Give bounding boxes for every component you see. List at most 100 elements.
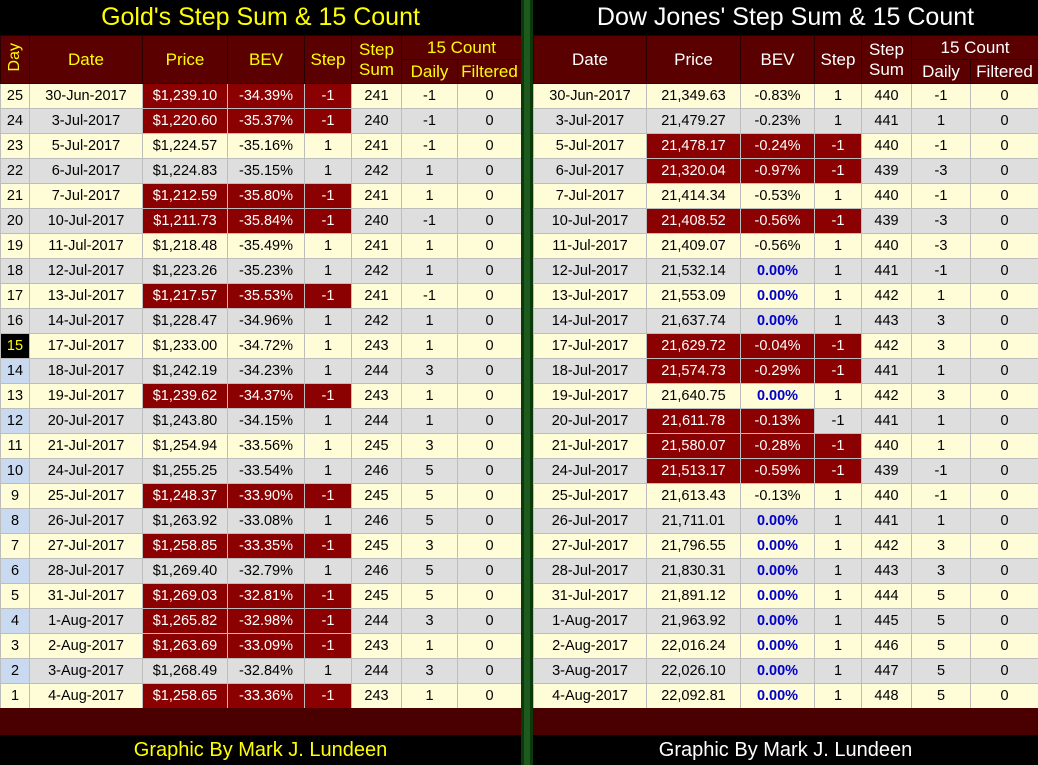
gold-bev-cell: -34.96% xyxy=(227,308,305,334)
gold-step-cell: -1 xyxy=(304,383,352,409)
dow-daily-cell: -1 xyxy=(911,133,971,159)
dow-step-cell: 1 xyxy=(814,183,862,209)
gold-date-cell: 31-Jul-2017 xyxy=(29,583,143,609)
dow-price-cell: 21,349.63 xyxy=(646,83,741,109)
dow-step-cell: -1 xyxy=(814,433,862,459)
dow-date-cell: 24-Jul-2017 xyxy=(533,458,647,484)
dow-step-cell: -1 xyxy=(814,333,862,359)
dow-filtered-cell: 0 xyxy=(970,133,1038,159)
dow-filtered-cell: 0 xyxy=(970,583,1038,609)
dow-date-cell: 31-Jul-2017 xyxy=(533,583,647,609)
table-row: 3-Aug-2017 22,026.10 0.00% 1 447 5 0 xyxy=(533,658,1038,684)
gold-step-sum-cell: 240 xyxy=(351,108,402,134)
gold-price-cell: $1,242.19 xyxy=(142,358,228,384)
dow-price-cell: 22,026.10 xyxy=(646,658,741,684)
dow-step-sum-cell: 441 xyxy=(861,358,912,384)
gold-date-cell: 17-Jul-2017 xyxy=(29,333,143,359)
dow-date-cell: 4-Aug-2017 xyxy=(533,683,647,709)
gold-price-cell: $1,239.10 xyxy=(142,83,228,109)
table-row: 16 14-Jul-2017 $1,228.47 -34.96% 1 242 1 0 xyxy=(0,308,522,334)
gold-price-cell: $1,254.94 xyxy=(142,433,228,459)
gold-step-cell: 1 xyxy=(304,658,352,684)
dow-step-sum-cell: 444 xyxy=(861,583,912,609)
dow-filtered-cell: 0 xyxy=(970,558,1038,584)
dow-step-cell: 1 xyxy=(814,608,862,634)
gold-date-cell: 11-Jul-2017 xyxy=(29,233,143,259)
gold-daily-cell: -1 xyxy=(401,283,458,309)
gold-date-cell: 24-Jul-2017 xyxy=(29,458,143,484)
gold-date-cell: 25-Jul-2017 xyxy=(29,483,143,509)
dow-filtered-cell: 0 xyxy=(970,258,1038,284)
gold-bev-cell: -33.54% xyxy=(227,458,305,484)
gold-filtered-cell: 0 xyxy=(457,533,522,559)
gold-daily-cell: -1 xyxy=(401,108,458,134)
gold-daily-cell: 3 xyxy=(401,358,458,384)
gold-daily-cell: -1 xyxy=(401,133,458,159)
dow-daily-cell: 3 xyxy=(911,308,971,334)
gold-day-cell: 14 xyxy=(0,358,30,384)
dow-date-cell: 3-Jul-2017 xyxy=(533,108,647,134)
gold-day-cell: 21 xyxy=(0,183,30,209)
gold-step-cell: 1 xyxy=(304,258,352,284)
gold-price-cell: $1,224.83 xyxy=(142,158,228,184)
gold-date-cell: 3-Aug-2017 xyxy=(29,658,143,684)
gold-price-cell: $1,263.69 xyxy=(142,633,228,659)
gold-daily-cell: 1 xyxy=(401,683,458,709)
dow-step-sum-cell: 443 xyxy=(861,308,912,334)
dow-step-cell: 1 xyxy=(814,283,862,309)
dow-price-cell: 21,574.73 xyxy=(646,358,741,384)
gold-filtered-cell: 0 xyxy=(457,133,522,159)
dow-daily-cell: -1 xyxy=(911,83,971,109)
gold-daily-cell: -1 xyxy=(401,208,458,234)
gold-day-cell: 23 xyxy=(0,133,30,159)
gold-step-sum-cell: 245 xyxy=(351,533,402,559)
gold-price-cell: $1,265.82 xyxy=(142,608,228,634)
table-row: 4-Aug-2017 22,092.81 0.00% 1 448 5 0 xyxy=(533,683,1038,709)
dow-bev-header: BEV xyxy=(740,35,815,84)
gold-daily-cell: 1 xyxy=(401,333,458,359)
gold-bev-cell: -33.56% xyxy=(227,433,305,459)
dow-filtered-cell: 0 xyxy=(970,308,1038,334)
dow-bev-cell: -0.97% xyxy=(740,158,815,184)
dow-step-cell: -1 xyxy=(814,208,862,234)
gold-filtered-cell: 0 xyxy=(457,108,522,134)
dow-step-sum-cell: 442 xyxy=(861,283,912,309)
table-row: 6 28-Jul-2017 $1,269.40 -32.79% 1 246 5 0 xyxy=(0,558,522,584)
gold-day-cell: 20 xyxy=(0,208,30,234)
gold-filtered-cell: 0 xyxy=(457,233,522,259)
gold-price-cell: $1,258.65 xyxy=(142,683,228,709)
dow-daily-cell: 3 xyxy=(911,533,971,559)
dow-price-cell: 21,711.01 xyxy=(646,508,741,534)
dow-date-cell: 19-Jul-2017 xyxy=(533,383,647,409)
table-row: 19-Jul-2017 21,640.75 0.00% 1 442 3 0 xyxy=(533,383,1038,409)
gold-filtered-cell: 0 xyxy=(457,683,522,709)
dow-date-cell: 27-Jul-2017 xyxy=(533,533,647,559)
dow-price-cell: 21,640.75 xyxy=(646,383,741,409)
gold-filtered-cell: 0 xyxy=(457,258,522,284)
table-row: 25-Jul-2017 21,613.43 -0.13% 1 440 -1 0 xyxy=(533,483,1038,509)
gold-bev-cell: -32.79% xyxy=(227,558,305,584)
dow-filtered-cell: 0 xyxy=(970,283,1038,309)
gold-date-cell: 28-Jul-2017 xyxy=(29,558,143,584)
gold-bev-cell: -35.16% xyxy=(227,133,305,159)
dow-bev-cell: 0.00% xyxy=(740,608,815,634)
dow-filtered-cell: 0 xyxy=(970,633,1038,659)
gold-step-cell: 1 xyxy=(304,233,352,259)
gold-day-cell: 12 xyxy=(0,408,30,434)
gold-filtered-cell: 0 xyxy=(457,183,522,209)
gold-bev-cell: -32.84% xyxy=(227,658,305,684)
dow-bev-cell: 0.00% xyxy=(740,633,815,659)
dow-bev-cell: 0.00% xyxy=(740,558,815,584)
table-row: 14-Jul-2017 21,637.74 0.00% 1 443 3 0 xyxy=(533,308,1038,334)
gold-bev-cell: -34.39% xyxy=(227,83,305,109)
dow-step-cell: -1 xyxy=(814,133,862,159)
table-row: 18 12-Jul-2017 $1,223.26 -35.23% 1 242 1 0 xyxy=(0,258,522,284)
gold-filtered-cell: 0 xyxy=(457,158,522,184)
dow-date-cell: 1-Aug-2017 xyxy=(533,608,647,634)
dow-price-cell: 21,553.09 xyxy=(646,283,741,309)
dow-daily-cell: 1 xyxy=(911,358,971,384)
gold-day-cell: 18 xyxy=(0,258,30,284)
gold-step-sum-cell: 246 xyxy=(351,508,402,534)
gold-bev-cell: -34.37% xyxy=(227,383,305,409)
gold-panel: Gold's Step Sum & 15 Count Day Date Pric… xyxy=(0,3,522,761)
